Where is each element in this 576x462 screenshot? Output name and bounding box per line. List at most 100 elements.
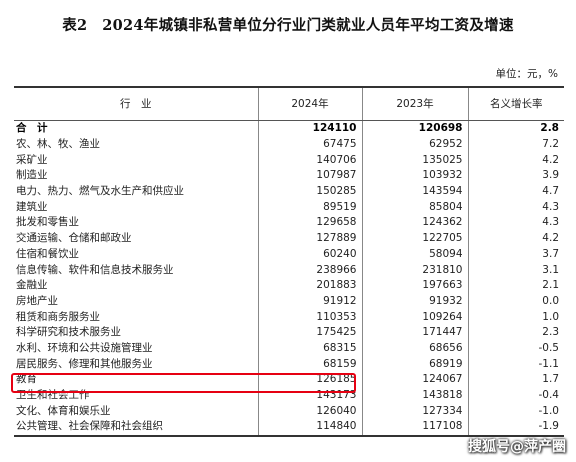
wage-2024-cell: 140706: [257, 152, 362, 169]
wage-2023-cell: 120698: [361, 120, 468, 137]
table-row: 信息传输、软件和信息技术服务业 238966 231810 3.1: [14, 262, 564, 278]
wage-2024-cell: 150285: [257, 183, 362, 200]
industry-cell: 文化、体育和娱乐业: [16, 404, 111, 417]
growth-cell: 7.2: [467, 136, 564, 153]
wage-2024-cell: 107987: [257, 168, 362, 184]
wage-2023-cell: 127334: [361, 403, 468, 420]
header-2024: 2024年: [257, 86, 362, 121]
wage-2023-cell: 143818: [361, 387, 468, 404]
industry-cell: 信息传输、软件和信息技术服务业: [16, 263, 174, 276]
wage-2024-cell: 68159: [257, 356, 362, 372]
industry-cell: 水利、环境和公共设施管理业: [16, 341, 153, 354]
wage-2024-cell: 114840: [257, 419, 362, 437]
table-row: 农、林、牧、渔业 67475 62952 7.2: [14, 136, 564, 153]
industry-cell: 制造业: [16, 169, 48, 182]
wage-2024-cell: 110353: [257, 309, 362, 325]
wage-2024-cell: 68315: [257, 340, 362, 357]
wage-2023-cell: 135025: [361, 152, 468, 169]
industry-cell: 住宿和餐饮业: [16, 247, 79, 260]
industry-cell: 公共管理、社会保障和社会组织: [14, 419, 258, 437]
table-row: 金融业 201883 197663 2.1: [14, 277, 564, 294]
wage-2024-cell: 60240: [257, 246, 362, 263]
table-row: 住宿和餐饮业 60240 58094 3.7: [14, 246, 564, 263]
header-2023: 2023年: [361, 86, 468, 121]
growth-cell: 0.0: [467, 293, 564, 310]
wage-2024-cell: 91912: [257, 293, 362, 310]
industry-cell: 采矿业: [16, 153, 48, 166]
wage-2023-cell: 85804: [361, 199, 468, 216]
wage-2024-cell: 175425: [257, 324, 362, 341]
industry-cell: 交通运输、仓储和邮政业: [16, 232, 132, 245]
industry-cell: 建筑业: [16, 200, 48, 213]
table-row: 科学研究和技术服务业 175425 171447 2.3: [14, 324, 564, 341]
growth-cell: 4.2: [467, 230, 564, 247]
wage-2023-cell: 58094: [361, 246, 468, 263]
wage-2024-cell: 126040: [257, 403, 362, 420]
table-row: 交通运输、仓储和邮政业 127889 122705 4.2: [14, 230, 564, 247]
growth-cell: 2.1: [467, 277, 564, 294]
wage-2024-cell: 238966: [257, 262, 362, 278]
header-industry: 行 业: [14, 86, 258, 121]
wage-2023-cell: 143594: [361, 183, 468, 200]
growth-cell: -1.0: [467, 403, 564, 420]
industry-cell: 科学研究和技术服务业: [16, 326, 121, 339]
wage-2024-cell: 89519: [257, 199, 362, 216]
growth-cell: 1.0: [467, 309, 564, 325]
growth-cell: 2.8: [467, 120, 564, 137]
industry-cell: 电力、热力、燃气及水生产和供应业: [16, 185, 184, 198]
industry-cell: 农、林、牧、渔业: [16, 138, 100, 151]
table-row: 居民服务、修理和其他服务业 68159 68919 -1.1: [14, 356, 564, 372]
growth-cell: 4.7: [467, 183, 564, 200]
table-row: 公共管理、社会保障和社会组织 114840 117108 -1.9: [14, 419, 564, 437]
table-row: 采矿业 140706 135025 4.2: [14, 152, 564, 169]
wage-table: 行 业 2024年 2023年 名义增长率 合 计 124110 120698 2.8…: [14, 86, 564, 437]
growth-cell: 3.1: [467, 262, 564, 278]
industry-cell: 教育: [16, 373, 37, 386]
wage-2023-cell: 124362: [361, 215, 468, 231]
table-row: 建筑业 89519 85804 4.3: [14, 199, 564, 216]
wage-2023-cell: 171447: [361, 324, 468, 341]
table-row: 租赁和商务服务业 110353 109264 1.0: [14, 309, 564, 325]
table-row: 文化、体育和娱乐业 126040 127334 -1.0: [14, 403, 564, 420]
industry-cell: 居民服务、修理和其他服务业: [16, 357, 153, 370]
wage-2023-cell: 68656: [361, 340, 468, 357]
table-body: 合 计 124110 120698 2.8 农、林、牧、渔业 67475 62952 7.2 采…: [14, 120, 564, 437]
industry-cell: 金融业: [16, 279, 48, 292]
wage-2023-cell: 124067: [361, 372, 468, 388]
watermark: 搜狐号@萍产圈: [468, 439, 566, 455]
total-row: 合 计 124110 120698 2.8: [14, 120, 564, 137]
education-row-highlight: [11, 373, 356, 393]
growth-cell: 4.3: [467, 199, 564, 216]
growth-cell: 3.7: [467, 246, 564, 263]
wage-2023-cell: 68919: [361, 356, 468, 372]
wage-2023-cell: 197663: [361, 277, 468, 294]
wage-2023-cell: 117108: [361, 419, 468, 437]
table-title: 表2 2024年城镇非私营单位分行业门类就业人员年平均工资及增速: [62, 17, 514, 34]
wage-2024-cell: 127889: [257, 230, 362, 247]
unit-label: 单位：元，%: [495, 68, 558, 80]
growth-cell: 2.3: [467, 324, 564, 341]
header-row: 行 业 2024年 2023年 名义增长率: [14, 86, 564, 121]
table-row: 批发和零售业 129658 124362 4.3: [14, 215, 564, 231]
table-row: 教育 126185 124067 1.7: [14, 372, 564, 388]
wage-2023-cell: 103932: [361, 168, 468, 184]
industry-cell: 租赁和商务服务业: [16, 310, 100, 323]
table-row: 电力、热力、燃气及水生产和供应业 150285 143594 4.7: [14, 183, 564, 200]
wage-2024-cell: 126185: [257, 372, 362, 388]
growth-cell: -0.4: [467, 387, 564, 404]
wage-2023-cell: 231810: [361, 262, 468, 278]
industry-cell: 房地产业: [16, 294, 58, 307]
growth-cell: -1.9: [467, 419, 564, 437]
industry-cell: 批发和零售业: [16, 216, 79, 229]
growth-cell: 4.3: [467, 215, 564, 231]
wage-2023-cell: 122705: [361, 230, 468, 247]
growth-cell: 3.9: [467, 168, 564, 184]
wage-2023-cell: 62952: [361, 136, 468, 153]
table-row: 水利、环境和公共设施管理业 68315 68656 -0.5: [14, 340, 564, 357]
growth-cell: -1.1: [467, 356, 564, 372]
table-row: 制造业 107987 103932 3.9: [14, 168, 564, 184]
growth-cell: 1.7: [467, 372, 564, 388]
growth-cell: -0.5: [467, 340, 564, 357]
industry-cell: 合 计: [16, 122, 48, 135]
wage-2024-cell: 124110: [257, 120, 362, 137]
